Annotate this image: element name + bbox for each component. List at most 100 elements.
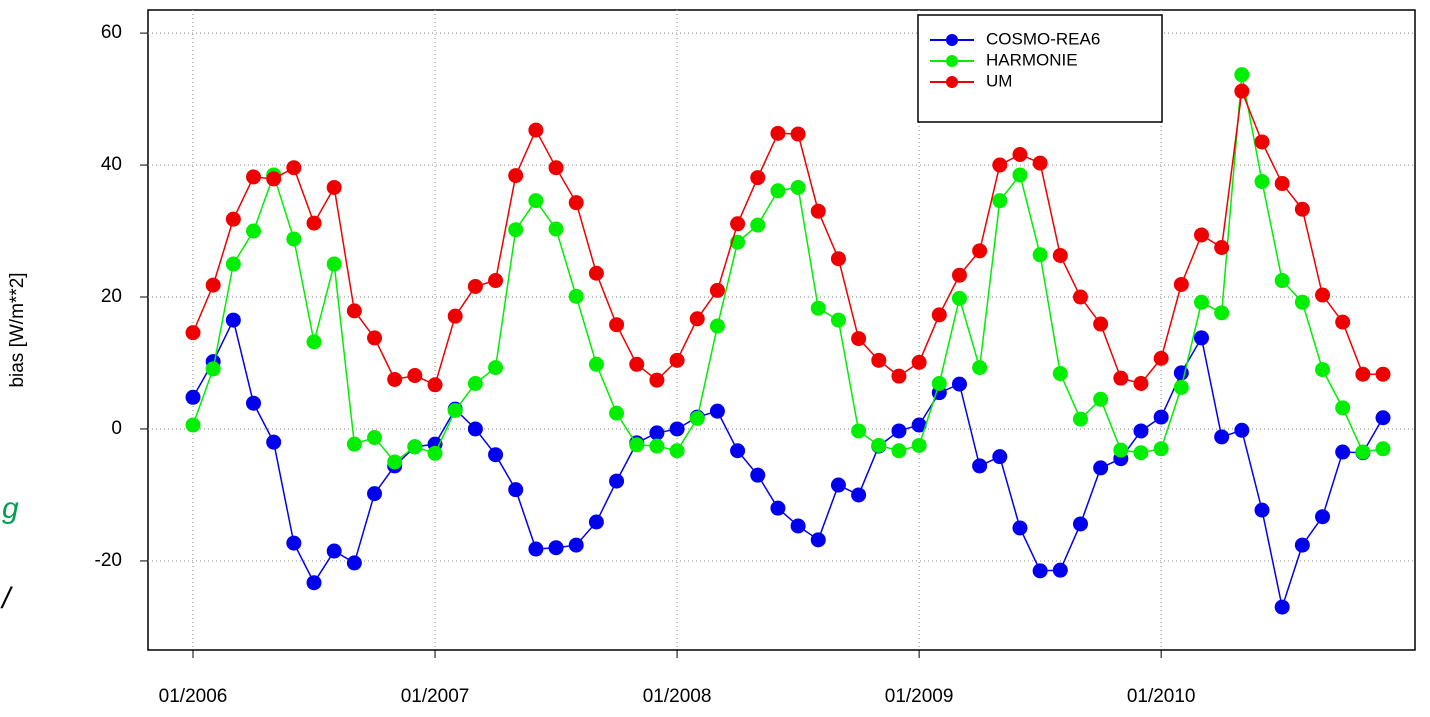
data-point (629, 356, 645, 372)
data-point (225, 256, 241, 272)
data-point (246, 395, 262, 411)
data-point (266, 171, 282, 187)
data-point (709, 403, 725, 419)
data-point (205, 277, 221, 293)
data-point (1335, 444, 1351, 460)
data-point (1294, 201, 1310, 217)
data-point (609, 405, 625, 421)
series-line (192, 88, 1384, 386)
data-point (649, 425, 665, 441)
data-point (972, 360, 988, 376)
series-line (192, 74, 1384, 463)
data-point (326, 256, 342, 272)
data-point (1072, 289, 1088, 305)
data-point (387, 454, 403, 470)
data-point (992, 157, 1008, 173)
data-point (730, 216, 746, 232)
y-tick-label: 60 (101, 22, 122, 43)
legend-marker (946, 34, 958, 46)
data-point (669, 352, 685, 368)
data-point (246, 223, 262, 239)
data-point (246, 169, 262, 185)
data-point (770, 500, 786, 516)
data-point (1335, 400, 1351, 416)
series (185, 83, 1391, 393)
data-point (992, 449, 1008, 465)
data-point (528, 193, 544, 209)
data-point (1194, 294, 1209, 310)
data-point (891, 443, 907, 459)
data-point (1153, 441, 1169, 457)
data-point (407, 439, 423, 455)
data-point (649, 438, 665, 454)
data-point (851, 487, 867, 503)
data-point (346, 436, 362, 452)
x-tick-label: 01/2006 (159, 686, 228, 707)
data-point (1315, 362, 1331, 378)
data-point (367, 330, 383, 346)
data-point (508, 222, 524, 238)
data-point (1274, 176, 1290, 192)
data-point (649, 372, 665, 388)
data-point (1153, 409, 1169, 425)
data-point (306, 215, 322, 231)
data-point (951, 290, 967, 306)
data-point (1012, 146, 1028, 162)
data-point (689, 410, 705, 426)
data-point (830, 312, 846, 328)
data-point (508, 482, 524, 498)
data-point (225, 312, 241, 328)
data-point (286, 160, 302, 176)
data-point (1214, 429, 1230, 445)
data-point (1254, 134, 1270, 150)
data-point (467, 421, 483, 437)
data-point (306, 334, 322, 350)
data-point (911, 354, 927, 370)
data-point (770, 183, 786, 199)
data-point (185, 389, 201, 405)
data-point (326, 543, 342, 559)
data-point (1072, 411, 1088, 427)
data-point (951, 376, 967, 392)
data-point (1012, 520, 1028, 536)
data-point (750, 217, 766, 233)
data-point (931, 375, 947, 391)
data-point (1355, 366, 1371, 382)
data-point (1173, 379, 1189, 395)
y-tick-label: -20 (95, 550, 122, 571)
data-point (1133, 375, 1149, 391)
data-point (1113, 442, 1129, 458)
data-point (790, 126, 806, 142)
data-point (1315, 287, 1331, 303)
data-point (1052, 366, 1068, 382)
data-point (951, 267, 967, 283)
data-point (1375, 441, 1391, 457)
data-point (1214, 240, 1230, 256)
data-point (205, 361, 221, 377)
legend-label: UM (986, 71, 1012, 90)
data-point (669, 421, 685, 437)
data-point (447, 402, 463, 418)
data-point (1375, 366, 1391, 382)
data-point (1254, 174, 1270, 190)
data-point (1234, 422, 1250, 438)
y-tick-label: 20 (101, 286, 122, 307)
data-point (1335, 314, 1351, 330)
y-tick-label: 0 (111, 418, 122, 439)
data-point (891, 368, 907, 384)
data-point (709, 282, 725, 298)
data-point (1194, 227, 1209, 243)
data-point (548, 221, 564, 237)
data-point (447, 308, 463, 324)
data-point (1254, 502, 1270, 518)
data-point (266, 434, 282, 450)
data-point (1133, 423, 1149, 439)
cropped-text: g (2, 492, 19, 525)
data-point (1234, 67, 1250, 83)
cropped-text: / (0, 582, 13, 615)
data-point (225, 211, 241, 227)
legend-label: HARMONIE (986, 50, 1078, 69)
x-tick-label: 01/2008 (643, 686, 712, 707)
y-tick-label: 40 (101, 154, 122, 175)
data-point (830, 251, 846, 267)
